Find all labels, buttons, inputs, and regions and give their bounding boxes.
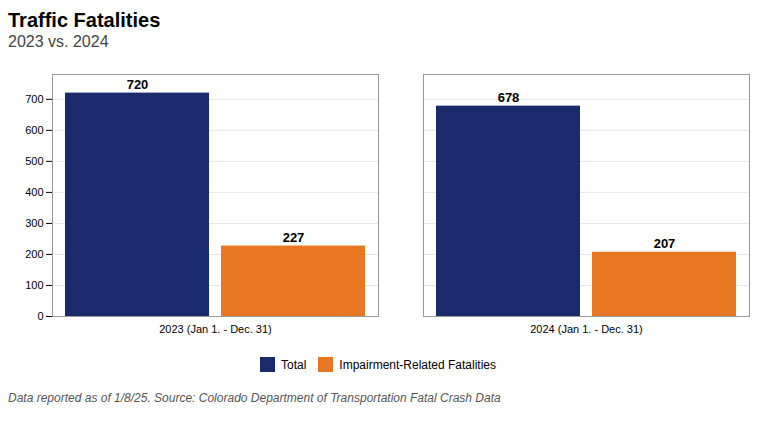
svg-text:720: 720 xyxy=(127,77,149,92)
svg-text:207: 207 xyxy=(654,236,676,251)
svg-text:200: 200 xyxy=(25,248,43,260)
svg-text:700: 700 xyxy=(25,93,43,105)
html-text:2023 vs. 2024: 2023 vs. 2024 xyxy=(8,33,109,50)
svg-text:678: 678 xyxy=(498,90,520,105)
svg-text:600: 600 xyxy=(25,124,43,136)
svg-text:500: 500 xyxy=(25,155,43,167)
html-text:Traffic Fatalities: Traffic Fatalities xyxy=(8,9,161,31)
svg-text:0: 0 xyxy=(37,310,43,322)
svg-text:400: 400 xyxy=(25,186,43,198)
svg-text:300: 300 xyxy=(25,217,43,229)
svg-text:2024 (Jan 1. - Dec. 31): 2024 (Jan 1. - Dec. 31) xyxy=(530,323,643,335)
svg-text:2023 (Jan 1. - Dec. 31): 2023 (Jan 1. - Dec. 31) xyxy=(159,323,272,335)
html-text:Total: Total xyxy=(281,357,307,372)
html-text:Impairment-Related Fatalities: Impairment-Related Fatalities xyxy=(339,357,496,372)
svg-text:100: 100 xyxy=(25,279,43,291)
html-text:Data reported as of 1/8/25. So: Data reported as of 1/8/25. Source: Colo… xyxy=(8,391,501,405)
svg-text:227: 227 xyxy=(283,230,305,245)
